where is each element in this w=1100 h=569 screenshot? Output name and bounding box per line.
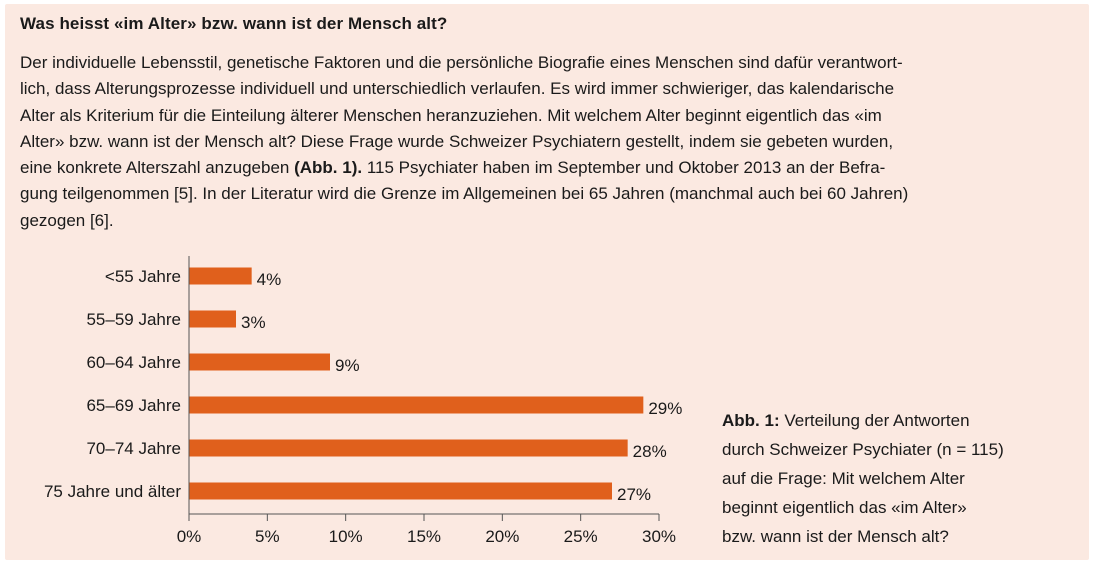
- value-label: 4%: [257, 270, 282, 289]
- bar-chart: <55 Jahre 4% 55–59 Jahre 3% 60–64 Jahre 9% 65–…: [44, 256, 682, 546]
- x-tick-label: 15%: [407, 527, 441, 546]
- value-label: 27%: [617, 485, 651, 504]
- figure-panel: [5, 4, 1089, 560]
- value-label: 9%: [335, 356, 360, 375]
- category-label: 55–59 Jahre: [86, 310, 181, 329]
- bar: [189, 353, 330, 371]
- value-label: 29%: [648, 399, 682, 418]
- bar: [189, 482, 612, 500]
- category-label: <55 Jahre: [105, 267, 181, 286]
- article-line: Alter als Kriterium für die Einteilung ä…: [20, 105, 882, 125]
- category-label: 60–64 Jahre: [86, 353, 181, 372]
- bar: [189, 439, 628, 457]
- x-tick-label: 25%: [564, 527, 598, 546]
- category-label: 70–74 Jahre: [86, 439, 181, 458]
- caption-line: auf die Frage: Mit welchem Alter: [722, 469, 965, 488]
- article-line: gezogen [6].: [20, 210, 114, 230]
- article-line: gung teilgenommen [5]. In der Literatur …: [20, 184, 909, 204]
- article-line: Der individuelle Lebensstil, genetische …: [20, 53, 903, 72]
- bar-group: <55 Jahre 4% 55–59 Jahre 3% 60–64 Jahre 9% 65–…: [44, 267, 682, 504]
- x-tick-label: 10%: [329, 527, 363, 546]
- bar: [189, 396, 644, 414]
- caption-line: durch Schweizer Psychiater (n = 115): [722, 440, 1004, 459]
- figure-reference: (Abb. 1).: [294, 158, 363, 178]
- article-line: eine konkrete Alterszahl anzugeben: [20, 158, 290, 178]
- bar: [189, 267, 252, 285]
- x-tick-label: 0%: [177, 527, 202, 546]
- category-label: 65–69 Jahre: [86, 396, 181, 415]
- article-text: Der individuelle Lebensstil, genetische …: [20, 50, 1082, 234]
- caption-label: Abb. 1:: [722, 411, 780, 430]
- article-line: 115 Psychiater haben im September und Ok…: [362, 158, 886, 178]
- x-tick-label: 20%: [485, 527, 519, 546]
- x-tick-label: 30%: [642, 527, 676, 546]
- caption-line: bzw. wann ist der Mensch alt?: [722, 527, 949, 546]
- category-label: 75 Jahre und älter: [44, 482, 181, 501]
- x-tick-label: 5%: [255, 527, 280, 546]
- panel-title: Was heisst «im Alter» bzw. wann ist der …: [20, 14, 448, 33]
- x-axis-ticks: 0% 5% 10% 15% 20% 25% 30%: [177, 514, 676, 546]
- value-label: 3%: [241, 313, 266, 332]
- caption-line: Verteilung der Antworten: [779, 411, 970, 430]
- figure-caption: Abb. 1: Verteilung der Antworten durch S…: [722, 406, 1082, 551]
- article-line: Alter» bzw. wann ist der Mensch alt? Die…: [20, 131, 894, 151]
- caption-line: beginnt eigentlich das «im Alter»: [722, 498, 967, 517]
- bar: [189, 310, 236, 328]
- article-line: lich, dass Alterungsprozesse individuell…: [20, 79, 895, 99]
- value-label: 28%: [633, 442, 667, 461]
